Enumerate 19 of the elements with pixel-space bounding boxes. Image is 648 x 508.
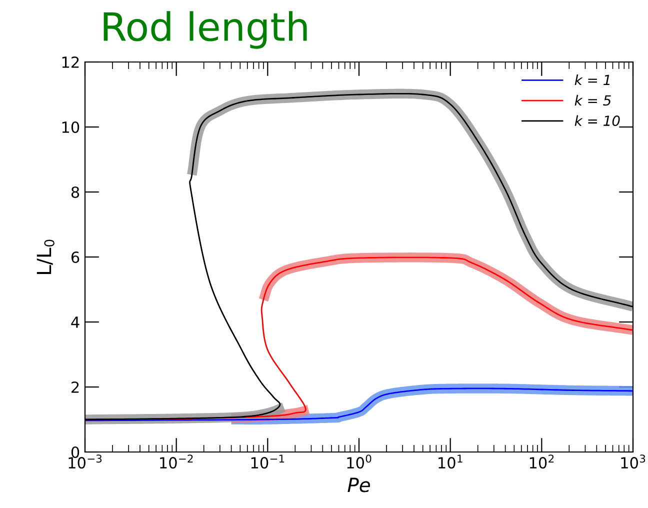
x-tick-label: 10$^{−2}$ bbox=[160, 454, 193, 469]
x-tick-label: 10$^{0}$ bbox=[347, 454, 372, 469]
x-tick-label: 10$^{1}$ bbox=[438, 454, 462, 469]
y-tick-label: 6 bbox=[71, 251, 80, 264]
y-tick-label: 2 bbox=[72, 381, 79, 393]
chart-title: Rod length bbox=[104, 11, 307, 49]
y-tick-label: 4 bbox=[71, 316, 80, 328]
y-tick-label: 8 bbox=[71, 186, 80, 198]
y-tick-label: 12 bbox=[62, 56, 79, 68]
legend-label: k = 1 bbox=[574, 74, 610, 86]
x-axis-title: Pe bbox=[348, 478, 370, 492]
x-tick-label: 10$^{−1}$ bbox=[251, 454, 284, 469]
y-axis-title: L/L$_{0}$ bbox=[36, 240, 54, 274]
y-tick-label: 10 bbox=[62, 121, 80, 134]
x-tick-label: 10$^{2}$ bbox=[530, 454, 554, 469]
y-tick-label: 0 bbox=[71, 446, 80, 458]
x-tick-label: 10$^{3}$ bbox=[621, 454, 646, 469]
legend-label: k = 10 bbox=[574, 115, 620, 126]
legend-label: k = 5 bbox=[574, 94, 611, 106]
